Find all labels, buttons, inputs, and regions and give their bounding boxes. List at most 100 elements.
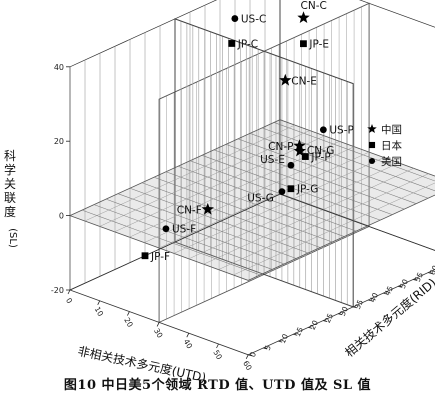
sl-plane-line (158, 151, 370, 249)
z-tick-label: -20 (51, 286, 64, 295)
utd-midplane-frame (158, 2, 370, 324)
rid-midplane-frame (174, 18, 354, 308)
data-point: JP-F (141, 251, 170, 263)
legend-marker (367, 124, 377, 134)
y-tick-mark (323, 320, 328, 322)
y-tick-mark (428, 272, 433, 274)
x-tick-mark (216, 343, 219, 349)
z-tick-label: 40 (54, 63, 64, 72)
data-point: CN-C (297, 0, 327, 23)
y-tick-label: 20 (308, 319, 320, 332)
y-tick-mark (353, 306, 358, 309)
y-tick-label: 15 (293, 325, 305, 338)
y-tick-label: 35 (353, 298, 365, 311)
floor-frame (68, 193, 435, 356)
x-tick-label: 10 (93, 305, 106, 318)
data-point: JP-G (287, 184, 318, 196)
data-point-label: CN-C (301, 0, 327, 12)
y-tick-label: 25 (323, 312, 335, 325)
data-point-label: JP-C (237, 38, 258, 50)
sl-plane-line (114, 135, 325, 233)
z-tick-label: 0 (59, 212, 64, 221)
data-point-label: CN-F (177, 204, 202, 216)
data-point-marker (228, 40, 236, 47)
data-point-label: US-G (247, 193, 274, 205)
y-tick-mark (263, 347, 268, 350)
back-layer (68, 0, 435, 356)
z-axis-label-char: 关 (4, 177, 16, 191)
y-tick-mark (413, 279, 418, 281)
x-tick-label: 50 (211, 348, 224, 361)
data-point: US-F (162, 224, 196, 236)
y-tick-mark (398, 285, 403, 288)
y-tick-label: 60 (428, 264, 435, 277)
y-tick-label: 55 (413, 271, 425, 284)
data-point-label: CN-G (307, 145, 335, 157)
data-point-marker (231, 15, 239, 22)
data-point: JP-P (301, 152, 331, 164)
data-point: US-C (231, 14, 266, 26)
legend-label: 日本 (381, 139, 402, 152)
figure-caption: 图10 中日美5个领域 RTD 值、UTD 值及 SL 值 (63, 378, 372, 393)
x-tick-mark (186, 333, 190, 338)
legend-label: 中国 (381, 123, 402, 136)
data-point-label: JP-E (308, 39, 329, 51)
data-point-marker (319, 126, 327, 134)
z-axis-label-char: 科 (4, 149, 16, 163)
data-point-label: US-P (329, 125, 353, 137)
x-tick-label: 30 (152, 327, 165, 340)
x-tick-mark (67, 289, 71, 295)
y-tick-label: 30 (338, 305, 350, 318)
data-point: CN-E (279, 73, 317, 87)
y-tick-mark (338, 313, 343, 316)
data-point-label: CN-P (268, 141, 293, 153)
data-point-marker (162, 225, 170, 233)
data-point: US-P (319, 125, 354, 137)
y-tick-label: 40 (368, 291, 380, 304)
data-point: CN-F (177, 202, 214, 216)
x-tick-label: 0 (64, 296, 74, 305)
z-axis-label-char: 学 (4, 162, 16, 177)
data-point-label: US-E (260, 154, 285, 166)
sl-plane-line (188, 162, 399, 260)
y-tick-mark (278, 340, 283, 343)
z-tick-label: 20 (54, 137, 64, 146)
data-point: US-E (260, 154, 295, 169)
data-point: CN-G (293, 144, 335, 157)
y-tick-mark (308, 327, 313, 329)
data-point-label: JP-F (150, 251, 170, 263)
sl-plane-line (173, 157, 385, 254)
data-point-label: CN-E (291, 75, 317, 87)
data-point-marker (278, 188, 286, 196)
data-points: CN-C JP-E US-C JP-C CN-E US-P CN-P JP-P US-E CN-G… (141, 0, 354, 263)
data-point: JP-C (228, 38, 258, 50)
y-tick-mark (368, 299, 373, 302)
x-tick-mark (156, 322, 160, 327)
data-point-label: US-F (172, 224, 196, 236)
x-tick-label: 40 (182, 338, 195, 351)
y-tick-label: 5 (263, 343, 273, 351)
legend-marker (368, 157, 376, 165)
data-point-marker (293, 144, 307, 157)
y-tick-label: 50 (398, 277, 410, 290)
data-point-label: US-C (241, 14, 266, 26)
data-point-marker (297, 11, 310, 23)
y-tick-mark (293, 333, 298, 336)
data-point-label: JP-G (296, 184, 319, 196)
data-point-marker (287, 161, 295, 169)
data-point-marker (201, 202, 214, 215)
sl-plane-line (203, 168, 414, 265)
x-tick-mark (127, 311, 130, 316)
data-point-marker (293, 139, 306, 152)
data-point-marker (279, 73, 292, 86)
data-point-label: JP-P (310, 152, 330, 164)
data-point: CN-P (268, 139, 306, 153)
data-point-marker (287, 185, 295, 193)
legend-label: 美国 (381, 155, 402, 168)
sl-plane-line (99, 130, 310, 227)
sl-plane-line (233, 182, 435, 276)
y-tick-label: 10 (278, 332, 290, 345)
x-tick-mark (97, 300, 101, 305)
